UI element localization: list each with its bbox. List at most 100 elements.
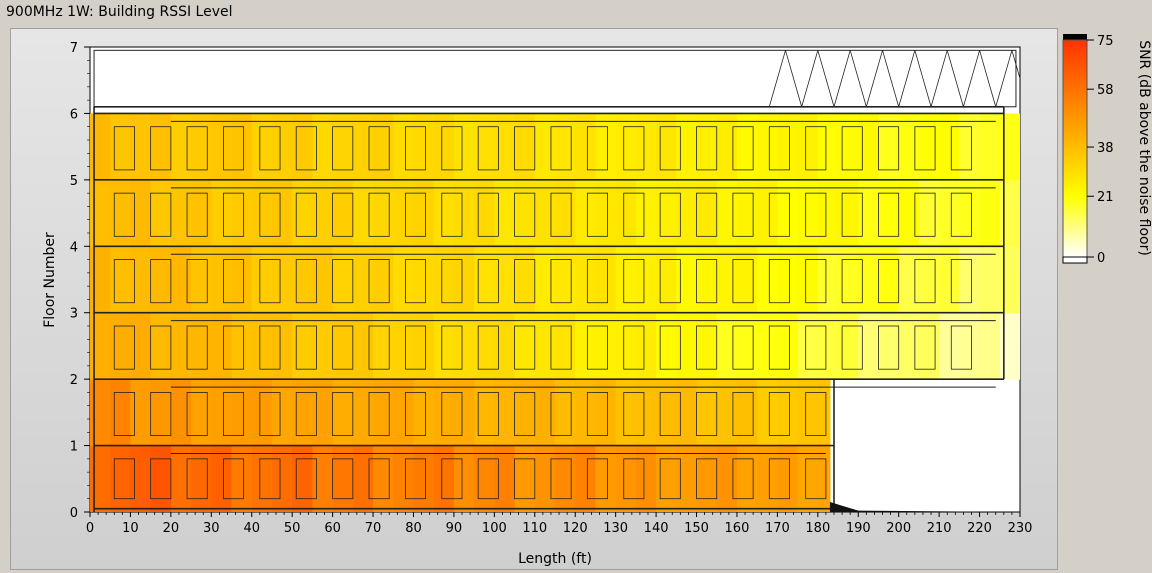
plan-room [914, 192, 936, 237]
heat-cell [918, 179, 940, 247]
plan-room [914, 259, 936, 304]
heat-cell [211, 379, 233, 447]
heat-cell [696, 246, 718, 314]
plan-line [865, 50, 883, 107]
heat-cell [90, 179, 111, 247]
heat-cell [191, 113, 212, 181]
heat-cell [352, 445, 374, 512]
plan-room [732, 192, 754, 237]
heat-cell [130, 445, 152, 512]
heat-cell [130, 379, 152, 447]
heat-cell [534, 312, 556, 380]
heat-cell [453, 246, 475, 314]
heat-cell [271, 246, 293, 314]
heat-cell [555, 246, 576, 314]
plan-room [696, 458, 718, 500]
heat-cell [292, 113, 313, 181]
heat-cell [170, 246, 192, 314]
heat-cell [312, 113, 334, 181]
x-tick-label: 140 [644, 521, 669, 536]
plan-room [950, 192, 972, 237]
plan-room [841, 192, 863, 237]
plan-room [732, 325, 754, 370]
plan-line [1011, 50, 1020, 81]
plan-room [950, 259, 972, 304]
plan-room [696, 259, 718, 304]
heat-cell [150, 445, 172, 512]
heat-cell [474, 246, 495, 314]
heat-cell [959, 246, 981, 314]
y-tick-label: 2 [70, 373, 78, 388]
plan-room [477, 458, 499, 500]
heat-cell [191, 445, 212, 512]
heat-cell [595, 312, 617, 380]
plan-line [833, 50, 851, 107]
plan-room [623, 392, 645, 437]
heat-cell [696, 379, 718, 447]
plan-room [150, 392, 172, 437]
x-tick-label: 10 [122, 521, 139, 536]
plan-room [623, 192, 645, 237]
plan-room [295, 392, 317, 437]
heat-cell [797, 113, 819, 181]
heat-cell [292, 379, 313, 447]
plan-room [259, 192, 281, 237]
heat-cell [271, 179, 293, 247]
heat-cell [393, 445, 414, 512]
plan-room [332, 192, 354, 237]
plan-room [186, 259, 208, 304]
plan-room [586, 458, 608, 500]
heat-cell [959, 179, 981, 247]
heat-cell [90, 379, 111, 447]
plan-room [150, 192, 172, 237]
heat-cell [918, 312, 940, 380]
heat-cell [595, 113, 617, 181]
plan-line [817, 50, 835, 107]
x-tick-label: 50 [284, 521, 301, 536]
heat-cell [575, 113, 596, 181]
heat-cell [777, 113, 799, 181]
heat-cell [413, 113, 435, 181]
floor-plan-overlay [93, 49, 1020, 512]
heat-cell [939, 113, 960, 181]
heat-cell [838, 246, 859, 314]
heat-cell [595, 379, 617, 447]
heat-cell [878, 179, 900, 247]
plan-room [841, 325, 863, 370]
heat-cell [90, 113, 111, 181]
plan-room [332, 259, 354, 304]
plan-room [150, 325, 172, 370]
plan-room [477, 259, 499, 304]
heat-cell [676, 312, 698, 380]
heat-cell [959, 113, 981, 181]
heat-cell [696, 179, 718, 247]
plan-room [514, 325, 536, 370]
heat-cell [534, 113, 556, 181]
plan-room [259, 325, 281, 370]
heat-cell [716, 379, 738, 447]
heat-cell [110, 379, 131, 447]
plan-room [914, 126, 936, 171]
plan-room [550, 458, 572, 500]
heat-cell [797, 312, 819, 380]
heat-cell [979, 113, 1001, 181]
heat-cell [474, 113, 495, 181]
heat-cell [716, 445, 738, 512]
heatmap-cells [90, 113, 1020, 512]
heat-cell [615, 113, 637, 181]
x-tick-label: 170 [765, 521, 790, 536]
heat-cell [817, 312, 839, 380]
plan-room [768, 392, 790, 437]
colorbar-tick-label: 21 [1097, 190, 1114, 205]
plan-room [878, 126, 900, 171]
plan-room [950, 126, 972, 171]
plan-room [332, 458, 354, 500]
heat-cell [373, 113, 394, 181]
plan-room [550, 192, 572, 237]
heat-cell [413, 246, 435, 314]
heat-cell [150, 246, 172, 314]
plan-room [805, 259, 827, 304]
heat-cell [575, 179, 596, 247]
heat-cell [716, 246, 738, 314]
